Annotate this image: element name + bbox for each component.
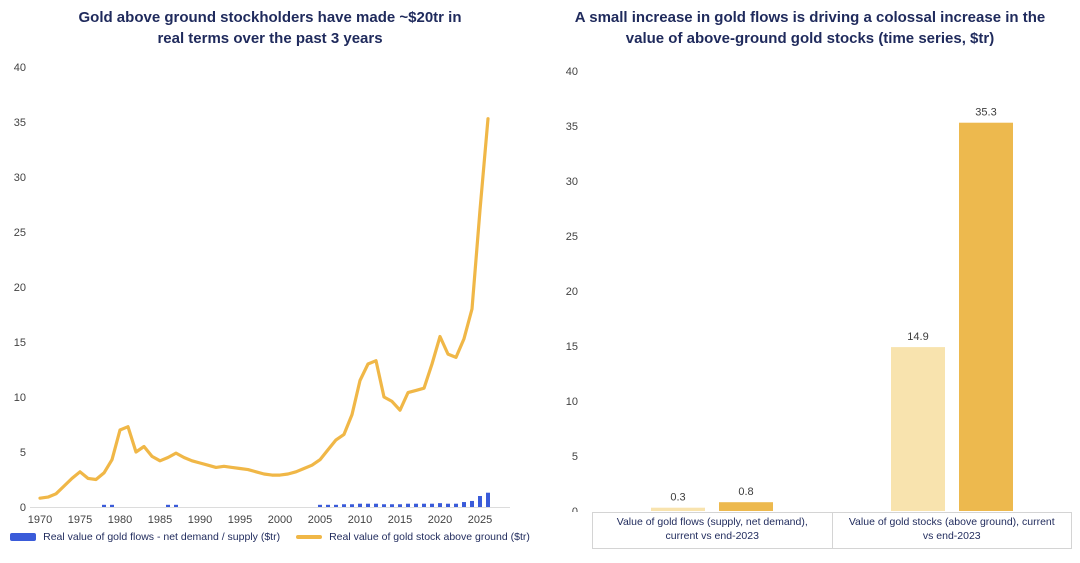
- svg-text:10: 10: [14, 392, 26, 404]
- svg-text:30: 30: [14, 172, 26, 184]
- category-axis: Value of gold flows (supply, net demand)…: [592, 512, 1072, 549]
- svg-text:1980: 1980: [108, 514, 132, 526]
- svg-text:5: 5: [572, 451, 578, 463]
- legend-label-gold-stock: Real value of gold stock above ground ($…: [329, 531, 530, 543]
- left-chart-title: Gold above ground stockholders have made…: [78, 9, 462, 47]
- svg-text:35.3: 35.3: [975, 107, 996, 119]
- svg-text:0.8: 0.8: [738, 486, 753, 498]
- svg-text:40: 40: [14, 62, 26, 74]
- legend-label-gold-flows: Real value of gold flows - net demand / …: [43, 531, 281, 543]
- category-cell-stocks: Value of gold stocks (above ground), cur…: [848, 516, 1055, 542]
- svg-text:2000: 2000: [268, 514, 292, 526]
- left-chart-panel: Gold above ground stockholders have made…: [0, 9, 540, 543]
- svg-text:5: 5: [20, 447, 26, 459]
- svg-text:10: 10: [566, 396, 578, 408]
- svg-text:1995: 1995: [228, 514, 252, 526]
- svg-text:0: 0: [572, 506, 578, 512]
- bar-chart-gold-flows-vs-stocks: 0 5 10 15 20 25 30 35 40 0.3 0.8 14.9 35.3: [566, 66, 1013, 512]
- svg-text:25: 25: [566, 231, 578, 243]
- svg-text:20: 20: [566, 286, 578, 298]
- svg-text:1985: 1985: [148, 514, 172, 526]
- svg-text:1990: 1990: [188, 514, 212, 526]
- right-chart-title: A small increase in gold flows is drivin…: [574, 9, 1046, 47]
- right-chart-panel: A small increase in gold flows is drivin…: [540, 0, 1080, 563]
- svg-text:1970: 1970: [28, 514, 52, 526]
- svg-text:2005: 2005: [308, 514, 332, 526]
- svg-text:2025: 2025: [468, 514, 492, 526]
- svg-text:35: 35: [566, 121, 578, 133]
- svg-text:15: 15: [14, 337, 26, 349]
- svg-text:14.9: 14.9: [907, 331, 928, 343]
- svg-text:0.3: 0.3: [670, 492, 685, 504]
- svg-text:25: 25: [14, 227, 26, 239]
- svg-text:20: 20: [14, 282, 26, 294]
- category-cell-flows: Value of gold flows (supply, net demand)…: [593, 513, 833, 548]
- svg-text:40: 40: [566, 66, 578, 78]
- svg-text:2020: 2020: [428, 514, 452, 526]
- legend-item-gold-stock: Real value of gold stock above ground ($…: [296, 531, 530, 543]
- legend-swatch-blue-bar-icon: [10, 533, 37, 541]
- legend-item-gold-flows: Real value of gold flows - net demand / …: [10, 531, 280, 543]
- svg-text:2015: 2015: [388, 514, 412, 526]
- svg-text:15: 15: [566, 341, 578, 353]
- svg-text:1975: 1975: [68, 514, 92, 526]
- svg-text:35: 35: [14, 117, 26, 129]
- legend-swatch-gold-line-icon: [296, 535, 323, 539]
- svg-text:30: 30: [566, 176, 578, 188]
- left-chart-legend: Real value of gold flows - net demand / …: [0, 531, 540, 543]
- svg-text:2010: 2010: [348, 514, 372, 526]
- svg-text:0: 0: [20, 502, 26, 514]
